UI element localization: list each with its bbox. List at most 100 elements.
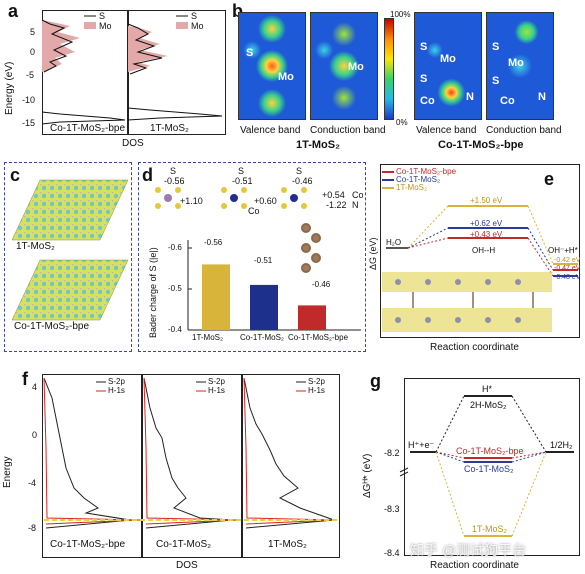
d-ytick-2: -0.6 (168, 243, 182, 252)
b-caption-conduction: Conduction band (310, 125, 386, 136)
e-energy-diagram (382, 171, 578, 332)
f-leg-s-3: S-2p (308, 377, 325, 386)
f-plot-2 (142, 374, 242, 558)
a-xlabel: DOS (122, 138, 144, 149)
g-ytick-0: -8.2 (384, 448, 400, 458)
d-ytick-1: -0.5 (168, 284, 182, 293)
d-bar-0 (202, 264, 230, 330)
e-xlabel: Reaction coordinate (430, 342, 519, 353)
b-map-1t-conduction (310, 12, 378, 120)
a-ytick-m5: -5 (26, 70, 35, 80)
d-s3-n: N (352, 200, 359, 210)
panel-label-a: a (8, 1, 19, 21)
g-plot-frame (404, 378, 580, 556)
g-co: Co-1T-MoS₂ (464, 464, 514, 474)
d-s3-label: S (296, 166, 303, 176)
panel-label-e: e (544, 169, 555, 189)
b-label-s-co2: S (420, 73, 428, 85)
watermark: 知乎 @测试狗平台 (410, 542, 527, 558)
b-label-s-cc2: S (492, 75, 500, 87)
d-ylabel: Bader charge of S (|e|) (148, 247, 158, 338)
e-legend-1: Co-1T-MoS₂ (396, 175, 441, 184)
d-frame (138, 162, 366, 352)
f-name-2: Co-1T-MoS₂ (156, 539, 212, 550)
g-1t: 1T-MoS₂ (472, 524, 508, 534)
d-value-0: -0.56 (204, 238, 223, 247)
panel-label-g: g (370, 371, 381, 391)
g-ytick-1: -8.3 (384, 504, 400, 514)
d-cat-2: Co-1T-MoS₂-bpe (288, 333, 349, 342)
a-ytick-m15: -15 (22, 118, 36, 128)
b-group-co: Co-1T-MoS₂-bpe (438, 139, 524, 151)
b-label-co-co: Co (420, 95, 435, 107)
d-s3-n-val: -1.22 (326, 200, 347, 210)
e-final-1: -0.47 eV (554, 265, 581, 272)
d-s3-co: Co (352, 190, 364, 200)
a-ytick-0: 0 (30, 47, 36, 57)
b-map-co-valence (414, 12, 482, 120)
a-legend-mo-left: Mo (99, 21, 112, 31)
d-cat-0: 1T-MoS₂ (192, 333, 224, 342)
e-end: OH⁻+H* (548, 246, 578, 255)
b-caption-valence: Valence band (240, 125, 301, 136)
f-leg-h-3: H-1s (308, 386, 325, 395)
e-barrier-1: +0.62 eV (470, 219, 503, 228)
panel-g: g -8.2 -8.3 -8.4 ΔGᴴ* (eV) H* 2H-MoS₂ H⁺… (360, 368, 585, 574)
c-label-bottom: Co-1T-MoS₂-bpe (14, 321, 90, 332)
f-ytick-0: 0 (32, 430, 38, 440)
a-ytick-m10: -10 (22, 95, 36, 105)
panel-f: f Energy 4 0 -4 -8 S-2p H-1s S-2p H-1s S… (0, 368, 360, 574)
b-group-1t: 1T-MoS₂ (296, 139, 340, 151)
e-barrier-0: +1.50 eV (470, 196, 503, 205)
b-map-1t-valence (238, 12, 306, 120)
e-ohh: OH--H (472, 246, 496, 255)
e-plot-frame (380, 164, 580, 338)
e-ylabel: ΔG (eV) (368, 237, 378, 270)
d-s3-value: -0.46 (292, 176, 313, 186)
e-barrier-2: +0.43 eV (470, 230, 503, 239)
panel-label-d: d (142, 165, 153, 185)
b-label-n-co: N (466, 91, 474, 103)
c-label-top: 1T-MoS₂ (16, 241, 55, 252)
b-label-mo-1t-c: Mo (348, 61, 364, 73)
d-s2-co: Co (248, 206, 260, 216)
a-name-right: 1T-MoS₂ (150, 123, 189, 134)
d-s2-value: -0.51 (232, 176, 253, 186)
b-caption-conduction2: Conduction band (486, 125, 562, 136)
g-energy-diagram (399, 395, 574, 537)
panel-a: a Energy (eV) 5 0 -5 -10 -15 S Mo S Mo C… (0, 0, 230, 150)
f-dos-curves (43, 377, 340, 529)
panel-label-f: f (22, 369, 28, 389)
d-s1-mo: +1.10 (180, 196, 203, 206)
b-caption-valence2: Valence band (416, 125, 477, 136)
f-ytick-m8: -8 (28, 523, 37, 533)
e-legend-2: 1T-MoS₂ (396, 183, 428, 192)
b-scale-top: 100% (390, 10, 411, 19)
d-bar-2 (298, 305, 326, 330)
panel-e: e Co-1T-MoS₂-bpe Co-1T-MoS₂ 1T-MoS₂ +1.5… (368, 160, 585, 358)
f-plot-3 (242, 374, 340, 558)
a-legend-s-left: S (99, 11, 106, 21)
f-leg-h-1: H-1s (108, 386, 125, 395)
a-legend-s-right: S (191, 11, 198, 21)
g-2h: 2H-MoS₂ (470, 400, 507, 410)
g-hstar: H* (482, 384, 493, 394)
b-label-n-cc: N (538, 91, 546, 103)
b-label-mo-co: Mo (440, 53, 456, 65)
f-ytick-4: 4 (32, 382, 38, 392)
d-value-1: -0.51 (254, 256, 273, 265)
g-ylabel: ΔGᴴ* (eV) (362, 453, 373, 498)
e-legend-0: Co-1T-MoS₂-bpe (396, 167, 457, 176)
f-leg-h-2: H-1s (208, 386, 225, 395)
a-ytick-5: 5 (30, 27, 36, 37)
d-s2-label: S (238, 166, 245, 176)
d-value-2: -0.46 (312, 280, 331, 289)
d-structures (155, 187, 361, 331)
e-h2o: H₂O (386, 238, 402, 247)
f-ytick-m4: -4 (28, 478, 37, 488)
a-plot-right (128, 10, 226, 135)
a-plot-left (42, 10, 128, 135)
d-s1-label: S (170, 166, 177, 176)
f-plot-1 (42, 374, 142, 558)
d-s3-co-val: +0.54 (322, 190, 345, 200)
